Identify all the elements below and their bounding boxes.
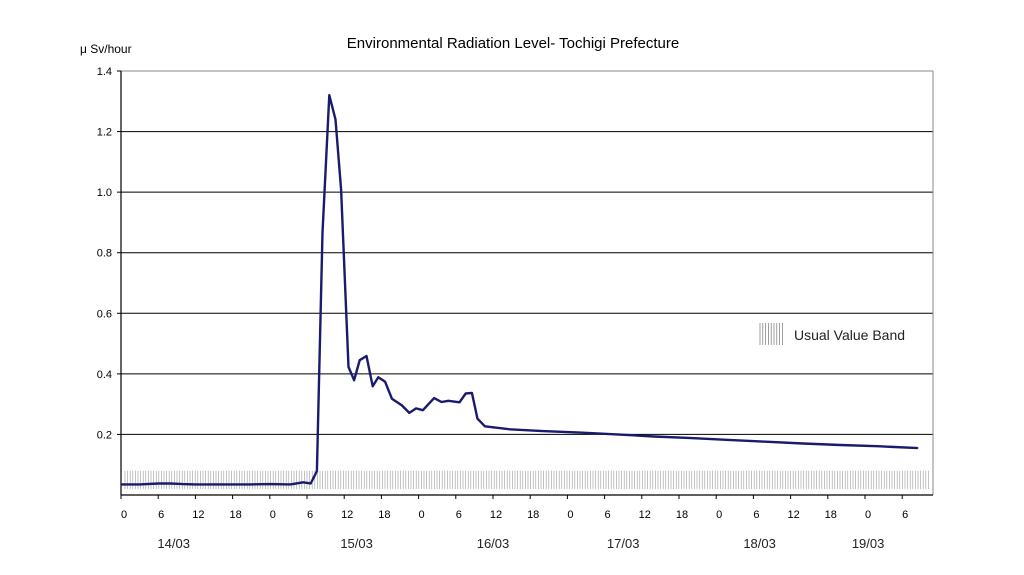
x-tick-label: 6	[456, 509, 462, 521]
data-point	[169, 482, 172, 485]
data-point	[476, 417, 479, 420]
x-tick-label: 18	[527, 509, 539, 521]
data-point	[358, 359, 361, 362]
x-tick-label: 6	[753, 509, 759, 521]
data-point	[138, 483, 141, 486]
data-point	[802, 442, 804, 445]
series-lines	[120, 93, 919, 486]
data-point	[653, 435, 655, 438]
data-point	[334, 118, 337, 121]
x-tick-label: 12	[787, 509, 799, 521]
data-point	[157, 482, 159, 485]
data-point	[916, 447, 919, 449]
data-point	[690, 437, 693, 439]
data-point	[194, 483, 197, 486]
date-labels: 14/03 15/03 16/03 17/03 18/03 19/03	[157, 536, 884, 551]
data-point	[391, 397, 393, 400]
data-point	[347, 366, 350, 368]
x-tick-label: 0	[865, 509, 871, 521]
data-point	[316, 470, 318, 472]
data-point	[213, 483, 215, 486]
y-tick-label: 0.4	[97, 369, 112, 381]
data-point	[231, 483, 234, 486]
x-tick-label: 0	[716, 509, 722, 521]
y-tick-label: 1.0	[97, 187, 112, 199]
x-tick-label: 6	[158, 509, 164, 521]
data-point	[876, 445, 879, 448]
y-axis-unit-label: μ Sv/hour	[80, 42, 132, 56]
x-tick-label: 12	[639, 509, 651, 521]
data-point	[508, 428, 511, 431]
data-point	[353, 379, 355, 382]
data-point	[616, 433, 618, 436]
x-tick-label: 12	[490, 509, 502, 521]
date-label: 14/03	[157, 536, 190, 551]
data-point	[458, 401, 461, 404]
x-tick-label: 6	[307, 509, 313, 521]
data-point	[377, 376, 380, 378]
date-label: 15/03	[340, 536, 373, 551]
legend-swatch-usual-band	[759, 323, 783, 345]
x-tick-label: 18	[825, 509, 837, 521]
x-tick-label: 18	[378, 509, 390, 521]
x-tick-label: 18	[229, 509, 241, 521]
data-point	[365, 355, 368, 357]
data-point	[302, 481, 305, 484]
x-tick-label: 12	[341, 509, 353, 521]
legend-label: Usual Value Band	[794, 327, 905, 343]
x-tick-label: 0	[567, 509, 573, 521]
date-label: 16/03	[477, 536, 510, 551]
y-tick-label: 0.2	[97, 429, 112, 441]
data-point	[321, 231, 324, 234]
data-point	[371, 385, 374, 388]
chart-title: Environmental Radiation Level- Tochigi P…	[347, 35, 679, 52]
date-label: 19/03	[852, 536, 885, 551]
data-point	[727, 439, 730, 441]
x-tick-labels: 0 6 12 18 0 6 12 18 0 6 12 18 0 6 12 18 0 6 12 18 0 6	[121, 509, 908, 521]
data-point	[447, 400, 450, 402]
data-point	[250, 483, 252, 486]
y-tick-label: 0.6	[97, 308, 112, 320]
data-point	[415, 407, 417, 410]
data-point	[401, 404, 403, 407]
usual-value-band	[124, 470, 929, 489]
gridlines	[121, 131, 933, 435]
data-point	[269, 483, 271, 485]
x-tick-label: 18	[676, 509, 688, 521]
x-tick-label: 6	[902, 509, 908, 521]
y-tick-label: 1.4	[97, 66, 112, 78]
y-tick-label: 1.2	[97, 127, 112, 139]
y-tick-label: 0.8	[97, 248, 112, 260]
data-point	[422, 409, 424, 412]
series-line-radiation	[121, 93, 918, 486]
data-point	[541, 430, 544, 432]
data-point	[433, 397, 435, 399]
data-point	[839, 444, 841, 446]
data-point	[120, 483, 122, 486]
data-point	[328, 94, 331, 97]
x-tick-label: 0	[419, 509, 425, 521]
data-point	[340, 188, 342, 191]
data-point	[408, 412, 411, 414]
data-point	[765, 440, 767, 443]
x-tick-label: 0	[121, 509, 127, 521]
data-point	[309, 482, 312, 485]
data-point	[579, 431, 581, 434]
x-tick-label: 0	[270, 509, 276, 521]
legend: Usual Value Band	[759, 323, 905, 345]
data-point	[182, 483, 184, 485]
axes	[117, 70, 934, 499]
y-tick-labels: 0.2 0.4 0.6 0.8 1.0 1.2 1.4	[97, 66, 112, 441]
data-point	[289, 483, 292, 486]
date-label: 18/03	[743, 536, 776, 551]
x-tick-label: 12	[192, 509, 204, 521]
data-point	[440, 401, 443, 403]
x-tick-label: 6	[605, 509, 611, 521]
data-point	[484, 425, 486, 428]
date-label: 17/03	[607, 536, 640, 551]
data-point	[471, 392, 473, 394]
data-point	[464, 392, 467, 395]
data-point	[384, 380, 386, 383]
